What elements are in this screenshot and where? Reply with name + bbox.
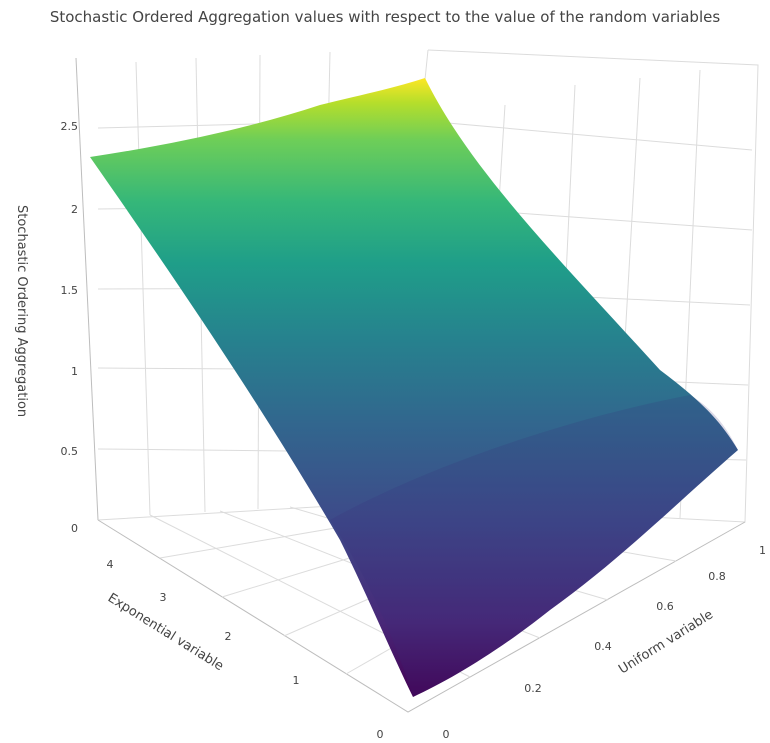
z-tick-label: 2.5: [61, 120, 79, 133]
y-tick-label: 0.2: [524, 682, 542, 695]
y-tick-label: 0.8: [708, 570, 726, 583]
x-tick-label: 1: [293, 674, 300, 687]
x-tick-label: 4: [107, 558, 114, 571]
y-tick-label: 0: [443, 728, 450, 741]
y-tick-label: 0.4: [594, 640, 612, 653]
chart-title: Stochastic Ordered Aggregation values wi…: [50, 8, 720, 26]
z-tick-label: 0.5: [61, 445, 79, 458]
x-tick-label: 3: [160, 591, 167, 604]
surface-shading: [330, 395, 738, 697]
z-axis-ticks: 0 0.5 1 1.5 2 2.5: [61, 120, 79, 535]
z-tick-label: 1.5: [61, 284, 79, 297]
x-axis-ticks: 0 1 2 3 4: [107, 558, 384, 741]
x-tick-label: 0: [377, 728, 384, 741]
surface-patch: [90, 78, 738, 697]
z-tick-label: 0: [71, 522, 78, 535]
y-tick-label: 1: [759, 544, 766, 557]
z-tick-label: 1: [71, 365, 78, 378]
y-axis-ticks: 0 0.2 0.4 0.6 0.8 1: [443, 544, 767, 741]
z-axis-title: Stochastic Ordering Aggregation: [14, 205, 29, 417]
z-tick-label: 2: [71, 203, 78, 216]
surface: [90, 78, 738, 697]
y-tick-label: 0.6: [656, 600, 674, 613]
y-axis-title: Uniform variable: [616, 607, 716, 677]
x-tick-label: 2: [225, 630, 232, 643]
